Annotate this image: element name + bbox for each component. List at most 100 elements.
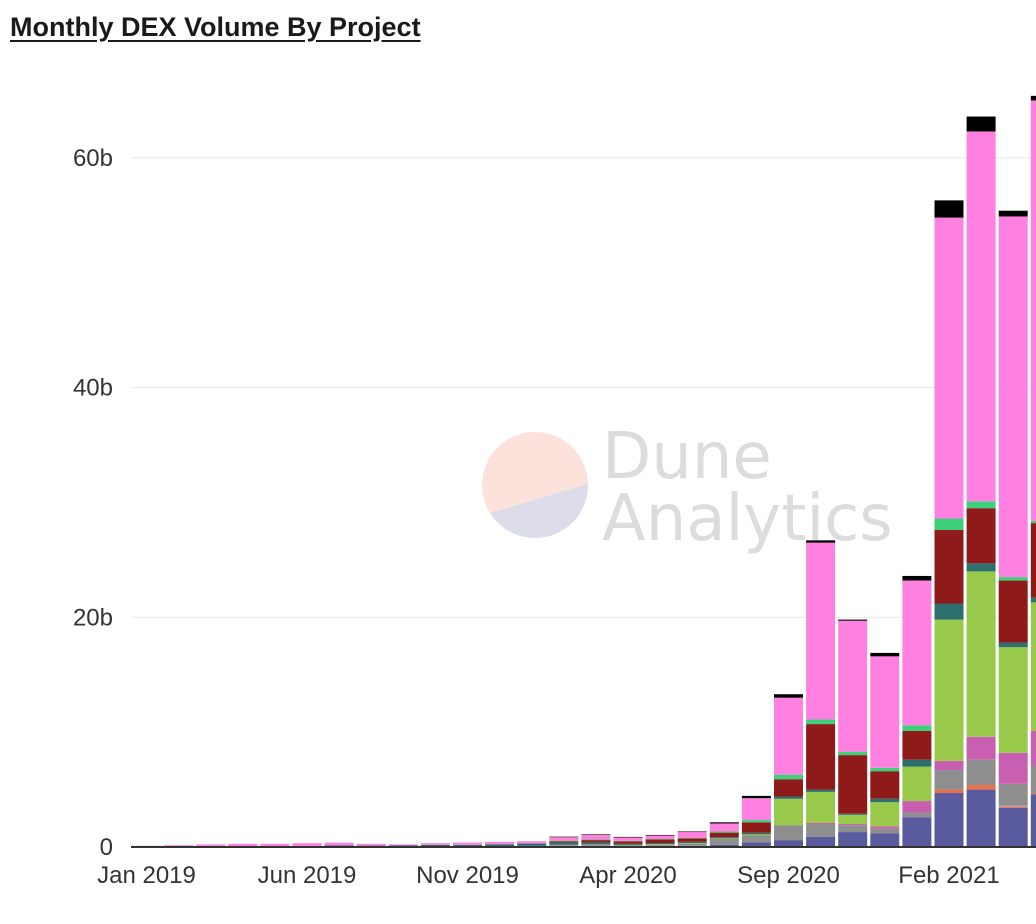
bar-segment xyxy=(870,833,900,847)
bar-segment xyxy=(549,842,579,845)
bar-segment xyxy=(806,822,836,825)
bar-segment xyxy=(998,577,1028,581)
bar-segment xyxy=(164,845,194,847)
bar-segment xyxy=(902,801,932,813)
bar-stack xyxy=(902,575,932,847)
x-tick-label: Jun 2019 xyxy=(258,862,357,889)
bar-segment xyxy=(774,796,803,799)
bar-segment xyxy=(966,508,996,564)
bar-segment xyxy=(806,789,836,792)
bar-segment xyxy=(902,759,932,767)
bar-segment xyxy=(838,620,868,752)
y-tick-label: 40b xyxy=(73,375,113,402)
bar-segment xyxy=(902,812,932,818)
bar-segment xyxy=(1030,597,1036,603)
bar-segment xyxy=(709,822,739,824)
bar-segment xyxy=(1030,794,1036,847)
bar-stacks xyxy=(132,95,1036,847)
bar-segment xyxy=(356,845,386,847)
bar-segment xyxy=(838,619,868,621)
bar-stack xyxy=(645,834,675,847)
bar-segment xyxy=(1030,793,1036,795)
bar-segment xyxy=(1030,100,1036,521)
bar-segment xyxy=(934,530,964,604)
bar-segment xyxy=(934,603,964,620)
bar-segment xyxy=(228,843,258,847)
bar-segment xyxy=(838,755,868,814)
bar-stack xyxy=(613,836,643,847)
bar-segment xyxy=(741,834,771,836)
bar-segment xyxy=(998,216,1028,578)
bar-stack xyxy=(934,200,964,847)
bar-segment xyxy=(998,210,1028,217)
bar-stack xyxy=(581,834,611,847)
bar-segment xyxy=(1030,602,1036,731)
bar-segment xyxy=(453,844,482,846)
bar-segment xyxy=(677,838,707,842)
bar-segment xyxy=(870,656,900,768)
bar-segment xyxy=(613,837,643,841)
bar-segment xyxy=(838,751,868,756)
bar-segment xyxy=(998,642,1028,648)
bar-segment xyxy=(292,843,322,847)
bar-segment xyxy=(1030,765,1036,794)
bar-stack xyxy=(806,540,836,847)
bar-segment xyxy=(549,840,579,842)
bar-segment xyxy=(966,563,996,572)
x-tick-label: Nov 2019 xyxy=(416,862,519,889)
bar-segment xyxy=(485,844,515,846)
bar-segment xyxy=(806,719,836,725)
bar-segment xyxy=(902,575,932,581)
bar-segment xyxy=(645,839,675,843)
bar-segment xyxy=(645,838,675,840)
bar-stack xyxy=(709,822,739,847)
x-tick-label: Apr 2020 xyxy=(579,862,676,889)
bar-segment xyxy=(838,824,868,826)
x-tick-label: Jan 2019 xyxy=(97,862,196,889)
y-tick-label: 60b xyxy=(73,145,113,172)
bar-segment xyxy=(806,824,836,837)
bar-segment xyxy=(998,807,1028,847)
bar-stack xyxy=(774,694,803,847)
bar-segment xyxy=(581,844,611,846)
bar-segment xyxy=(966,116,996,132)
bar-segment xyxy=(774,779,803,797)
bar-segment xyxy=(709,831,739,833)
bar-segment xyxy=(1030,730,1036,766)
bar-segment xyxy=(838,825,868,833)
bar-segment xyxy=(741,820,771,823)
bar-segment xyxy=(549,844,579,846)
bar-segment xyxy=(420,843,450,845)
bar-segment xyxy=(581,842,611,845)
bar-stack xyxy=(870,652,900,847)
bar-segment xyxy=(196,844,226,847)
bar-segment xyxy=(902,817,932,847)
bar-segment xyxy=(806,836,836,847)
bar-segment xyxy=(998,647,1028,753)
bar-segment xyxy=(998,805,1028,807)
bar-segment xyxy=(1030,520,1036,524)
bar-segment xyxy=(998,752,1028,784)
gridlines xyxy=(131,157,1036,618)
x-tick-label: Sep 2020 xyxy=(737,862,840,889)
bar-segment xyxy=(581,840,611,843)
bar-stack xyxy=(741,795,771,847)
bar-segment xyxy=(998,806,1028,808)
bar-segment xyxy=(741,832,771,835)
bar-stack xyxy=(549,836,579,847)
bar-segment xyxy=(645,834,675,836)
bar-segment xyxy=(902,766,932,802)
bar-segment xyxy=(998,580,1028,643)
bar-segment xyxy=(838,832,868,847)
bar-segment xyxy=(356,843,386,846)
bar-segment xyxy=(677,841,707,843)
bar-segment xyxy=(420,844,450,847)
bar-segment xyxy=(677,843,707,846)
bar-segment xyxy=(709,838,739,839)
bar-segment xyxy=(741,822,771,833)
bar-stack xyxy=(838,619,868,847)
bar-segment xyxy=(966,501,996,509)
bar-segment xyxy=(709,832,739,838)
bar-segment xyxy=(388,845,418,847)
